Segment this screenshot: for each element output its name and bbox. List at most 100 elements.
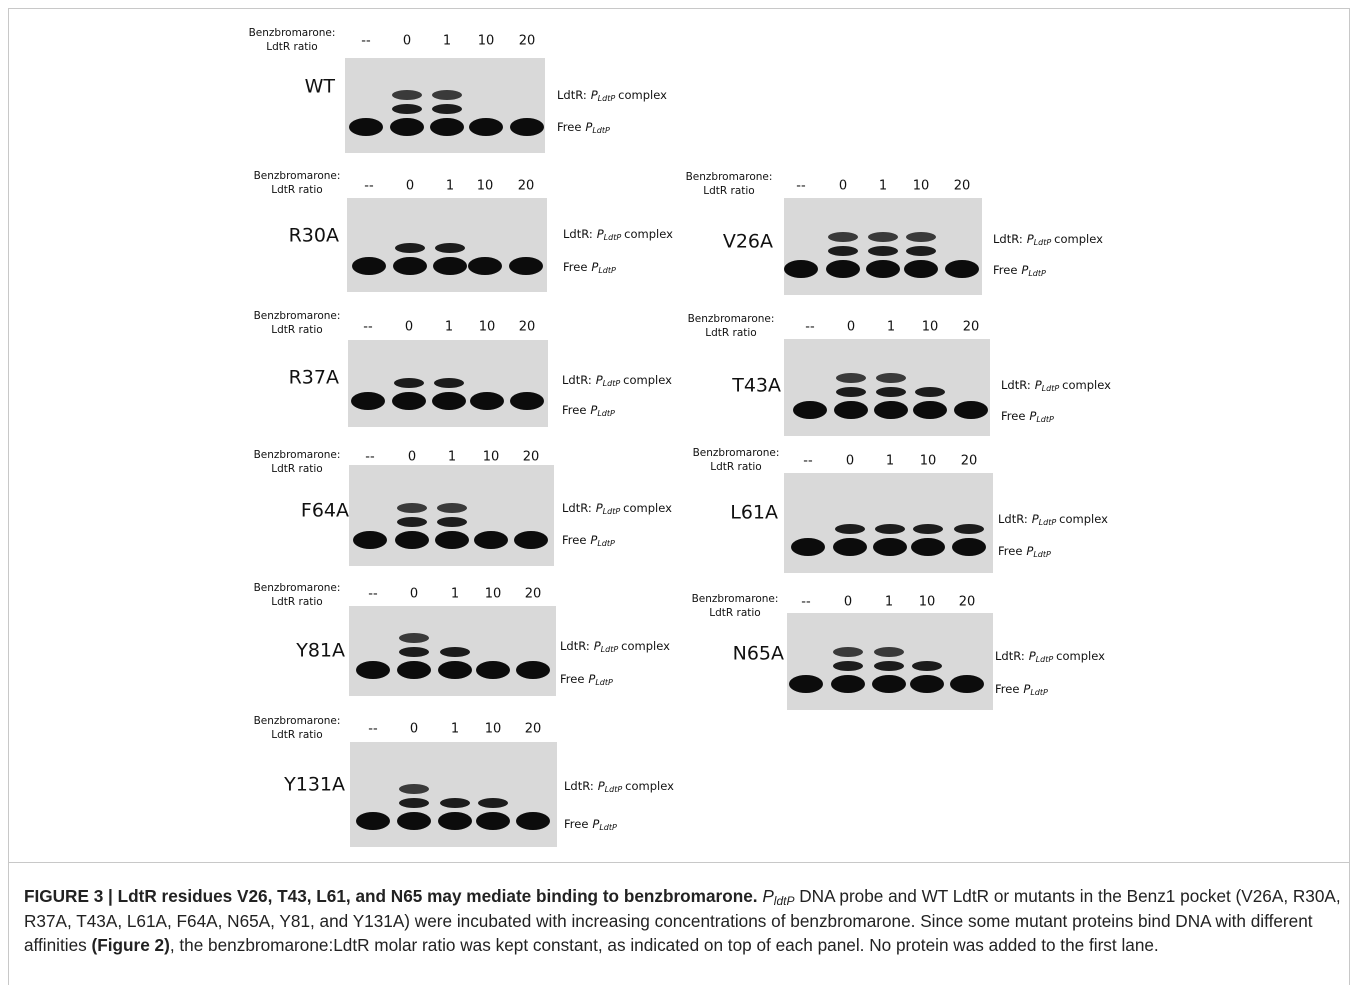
mutant-name: Y131A [283,774,345,796]
symbol: P [590,403,597,417]
band-free [873,538,907,556]
band-complex [434,378,464,388]
band-free [510,392,544,410]
ratio-label: LdtR ratio [271,463,322,475]
subscript: LdtP [603,379,621,388]
band-free [469,118,503,136]
page: {"panels": [ {"name": "WT", "ratio": ["B… [0,0,1360,985]
symbol: P [1035,378,1042,392]
gel-image [350,742,557,847]
mutant-name: Y81A [295,640,345,662]
caption-symbol: P [762,886,773,906]
band-free [476,812,510,830]
band-free [353,531,387,549]
lane-label: 10 [483,450,500,465]
symbol: P [588,672,595,686]
ratio-label: LdtR ratio [703,185,754,197]
ratio-label: Benzbromarone: [254,582,341,594]
band-free [510,118,544,136]
complex-suffix: complex [624,227,673,241]
lane-label: 20 [963,320,980,335]
lane-label: -- [365,450,375,465]
complex-prefix: LdtR: [562,373,592,387]
lane-label: -- [363,320,373,335]
free-label: FreePLdtP [564,817,617,832]
band-complex [833,661,863,671]
symbol: P [1023,682,1030,696]
subscript: LdtP [598,266,616,275]
ratio-label: LdtR ratio [271,729,322,741]
subscript: LdtP [603,507,621,516]
lane-label: 1 [879,179,887,194]
band-free [435,531,469,549]
lane-label: 1 [451,722,459,737]
band-complex [440,647,470,657]
band-complex [432,90,462,100]
complex-prefix: LdtR: [564,779,594,793]
band-free [509,257,543,275]
lane-label: 1 [886,454,894,469]
symbol: P [1032,512,1039,526]
caption-ref: (Figure 2) [92,935,170,955]
lane-label: 1 [445,320,453,335]
mutant-name: T43A [731,375,781,397]
band-free [397,812,431,830]
lane-label: 10 [477,179,494,194]
band-free [950,675,984,693]
band-free [872,675,906,693]
free-label: FreePLdtP [563,260,616,275]
subscript: LdtP [592,126,610,135]
band-free [390,118,424,136]
band-complex [399,633,429,643]
symbol: P [585,120,592,134]
complex-prefix: LdtR: [998,512,1028,526]
subscript: LdtP [605,785,623,794]
band-complex [915,387,945,397]
free-prefix: Free [998,544,1022,558]
lane-label: 0 [846,454,854,469]
complex-label: LdtR:PLdtPcomplex [1001,378,1111,393]
band-complex [875,524,905,534]
band-complex [392,104,422,114]
complex-label: LdtR:PLdtPcomplex [557,88,667,103]
band-free [791,538,825,556]
lane-label: 0 [839,179,847,194]
band-free [784,260,818,278]
ratio-label: Benzbromarone: [693,447,780,459]
ratio-label: Benzbromarone: [254,310,341,322]
ratio-label: Benzbromarone: [254,449,341,461]
subscript: LdtP [595,678,613,687]
band-complex [440,798,470,808]
band-complex [828,246,858,256]
complex-label: LdtR:PLdtPcomplex [563,227,673,242]
complex-suffix: complex [618,88,667,102]
band-free [866,260,900,278]
lane-label: -- [796,179,806,194]
free-prefix: Free [995,682,1019,696]
ratio-label: Benzbromarone: [249,27,336,39]
band-free [393,257,427,275]
figure: Benzbromarone:LdtR ratio--011020WTLdtR:P… [0,0,1360,862]
symbol: P [591,88,598,102]
ratio-label: Benzbromarone: [692,593,779,605]
lane-label: -- [805,320,815,335]
symbol: P [592,817,599,831]
complex-suffix: complex [623,373,672,387]
band-free [834,401,868,419]
band-free [789,675,823,693]
free-label: FreePLdtP [562,403,615,418]
lane-label: 0 [844,595,852,610]
band-complex [399,798,429,808]
symbol: P [596,373,603,387]
lane-label: -- [368,722,378,737]
free-prefix: Free [1001,409,1025,423]
ratio-label: LdtR ratio [705,327,756,339]
subscript: LdtP [1039,518,1057,527]
free-prefix: Free [562,533,586,547]
band-complex [435,243,465,253]
band-free [438,661,472,679]
